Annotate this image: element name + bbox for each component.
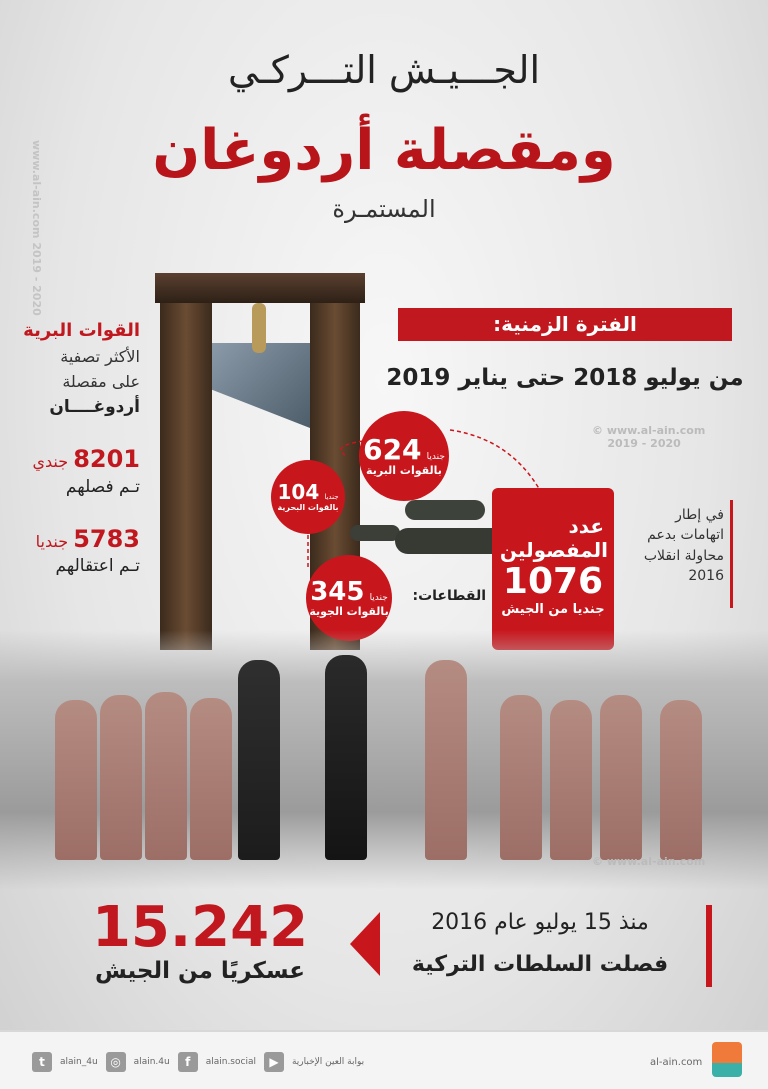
arrested-label: تـم اعتقالهم (55, 556, 140, 576)
context-line: محاولة انقلاب (643, 547, 724, 564)
arrested-unit: جنديا (35, 532, 69, 551)
pointer-triangle (350, 912, 380, 976)
instagram-icon[interactable]: ◎ (105, 1052, 126, 1072)
left-line3: أردوغــــان (49, 397, 140, 417)
sector-unit: جنديا (324, 493, 339, 501)
sectors-label: القطاعات: (412, 588, 486, 604)
arrested-value: 5783 (73, 525, 140, 553)
dismissed-unit: جندي (32, 452, 69, 471)
box-label: جنديا من الجيش (501, 601, 605, 617)
alain-logo (712, 1042, 742, 1077)
twitter-icon[interactable]: t (32, 1052, 52, 1072)
box-title2: المفصولين (499, 538, 608, 562)
left-line2: على مقصلة (62, 372, 140, 391)
dismissed-value: 8201 (73, 445, 140, 473)
dismissed-label: تـم فصلهم (65, 477, 140, 497)
left-heading: القوات البرية (23, 320, 140, 341)
sector-value: 624 (363, 432, 422, 466)
soldiers-photo (0, 630, 768, 890)
youtube-handle[interactable]: بوابة العين الإخبارية (291, 1057, 365, 1067)
helicopters-photo (350, 490, 540, 560)
sector-value: 345 (310, 576, 365, 607)
context-line: في إطار (675, 507, 724, 523)
total-label: عسكريًا من الجيش (94, 958, 306, 984)
sector-branch: بالقوات البحرية (277, 503, 339, 512)
arrested-stat: 5783 جنديا (36, 525, 140, 553)
twitter-handle[interactable]: alain_4u (60, 1057, 98, 1067)
sector-land-circle: جنديا 624 بالقوات البرية (359, 411, 449, 501)
sector-branch: بالقوات البرية (366, 463, 442, 477)
facebook-icon[interactable]: f (177, 1052, 198, 1072)
sector-value: 104 (277, 480, 320, 504)
watermark-bottom: © www.al-ain.com (592, 855, 706, 868)
watermark-site: www.al-ain.com (30, 140, 43, 239)
watermark-years: 2019 - 2020 (30, 242, 43, 316)
watermark-site: www.al-ain.com (606, 424, 706, 437)
title-line1: الجـــيـش التـــركـي (227, 48, 541, 92)
left-line1: الأكثر تصفية (60, 347, 140, 366)
facebook-handle[interactable]: alain.social (205, 1057, 256, 1067)
sector-unit: جنديا (369, 592, 388, 603)
action-text: فصلت السلطات التركية (411, 952, 669, 977)
period-label: الفترة الزمنية: (398, 308, 732, 341)
youtube-icon[interactable]: ▶ (263, 1052, 284, 1072)
context-line: اتهامات بدعم (647, 527, 724, 544)
since-date: منذ 15 يوليو عام 2016 (431, 910, 649, 935)
period-value: من يوليو 2018 حتى يناير 2019 (386, 365, 744, 391)
footer: t alain_4u ◎ alain.4u f alain.social ▶ بوابة… (0, 1030, 768, 1089)
title-main: ومقصلة أردوغان (152, 118, 616, 183)
sector-navy-circle: جنديا 104 بالقوات البحرية (271, 460, 345, 534)
social-links: t alain_4u ◎ alain.4u f alain.social ▶ بوابة… (32, 1052, 364, 1072)
context-accent-bar (730, 500, 733, 608)
sector-air-circle: جنديا 345 بالقوات الجوية (306, 555, 392, 641)
sector-unit: جنديا (426, 451, 445, 462)
sector-branch: بالقوات الجوية (309, 604, 389, 618)
instagram-handle[interactable]: alain.4u (133, 1057, 170, 1067)
context-text: في إطار اتهامات بدعم محاولة انقلاب 2016 (644, 505, 724, 586)
box-title1: عدد (568, 514, 604, 538)
dismissed-count-box: عدد المفصولين 1076 جنديا من الجيش (492, 488, 614, 650)
box-value: 1076 (502, 561, 604, 602)
watermark-vertical: www.al-ain.com 2019 - 2020 (30, 140, 43, 316)
dashed-arrows (307, 429, 551, 570)
watermark-years: 2019 - 2020 (607, 437, 681, 450)
watermark-site: www.al-ain.com (606, 855, 706, 868)
bottom-accent-bar (706, 905, 712, 987)
watermark: © www.al-ain.com 2019 - 2020 (592, 424, 706, 450)
context-line: 2016 (688, 567, 724, 584)
site-link[interactable]: al-ain.com (650, 1057, 703, 1068)
dismissed-stat: 8201 جندي (32, 445, 140, 473)
total-dismissed: 15.242 (91, 895, 309, 960)
guillotine-illustration (155, 255, 365, 650)
title-line3: المستمـرة (332, 195, 436, 223)
